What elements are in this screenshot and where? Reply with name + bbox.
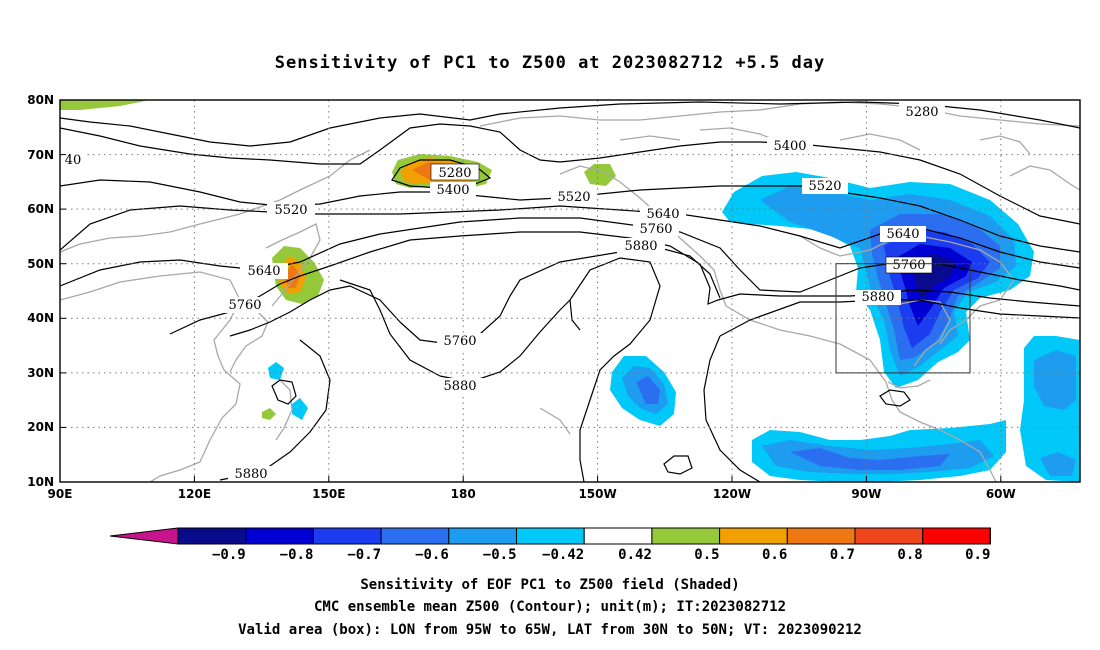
lon-label: 120W <box>713 487 751 501</box>
colorbar-label: 0.6 <box>762 547 787 563</box>
shade-blue2-east-atlantic <box>1040 452 1076 476</box>
lat-label: 20N <box>27 420 54 434</box>
lat-label: 30N <box>27 366 54 380</box>
colorbar-segment <box>651 527 721 545</box>
colorbar-segment <box>922 527 991 545</box>
lat-label: 50N <box>27 257 54 271</box>
map-area: 5280 5400 40 5280 5400 5520 5520 5520 56… <box>60 100 1080 482</box>
caption-line-3: Valid area (box): LON from 95W to 65W, L… <box>238 622 862 638</box>
contour-label-5880: 5880 <box>234 467 267 482</box>
colorbar-label: −0.7 <box>347 547 381 563</box>
colorbar-label: −0.8 <box>280 547 314 563</box>
contour-label-5760: 5760 <box>892 258 925 273</box>
colorbar-segment <box>786 527 856 545</box>
colorbar-segment <box>583 527 653 545</box>
colorbar-segment <box>448 527 517 545</box>
shade-blue-east-atlantic <box>1034 350 1076 410</box>
lat-label: 70N <box>27 148 54 162</box>
contour-label-5880: 5880 <box>861 290 894 305</box>
colorbar-segment <box>380 527 450 545</box>
lon-label: 90W <box>851 487 881 501</box>
colorbar-segment <box>719 527 788 545</box>
contour-label-5880: 5880 <box>443 379 476 394</box>
colorbar-label: −0.5 <box>483 547 517 563</box>
contour-label-5640: 5640 <box>247 264 280 279</box>
colorbar: −0.9 −0.8 −0.7 −0.6 −0.5 −0.42 0.42 0.5 0.6 0.7 0.… <box>109 527 991 563</box>
colorbar-label: −0.42 <box>542 547 584 563</box>
valid-area-box <box>835 263 971 374</box>
colorbar-label: 0.5 <box>694 547 719 563</box>
contour-label-5280: 5280 <box>905 105 938 120</box>
contour-label-5760: 5760 <box>443 334 476 349</box>
lon-label: 120E <box>178 487 211 501</box>
lat-label: 60N <box>27 202 54 216</box>
colorbar-segment <box>245 527 314 545</box>
lon-label: 150E <box>312 487 345 501</box>
caption-line-2: CMC ensemble mean Z500 (Contour); unit(m… <box>314 599 786 615</box>
shade-medblue-caribbean <box>790 448 950 470</box>
colorbar-label: −0.6 <box>415 547 449 563</box>
lat-label: 80N <box>27 93 54 107</box>
lon-label: 60W <box>986 487 1016 501</box>
map-title: Sensitivity of PC1 to Z500 at 2023082712… <box>275 53 826 73</box>
contour-label-5760: 5760 <box>639 222 672 237</box>
contour-label-5760: 5760 <box>228 298 261 313</box>
colorbar-segment <box>854 527 924 545</box>
colorbar-label: −0.9 <box>212 547 246 563</box>
contour-labels: 5280 5400 40 5280 5400 5520 5520 5520 56… <box>61 102 945 482</box>
longitude-labels: 90E 120E 150E 180 150W 120W 90W 60W <box>48 487 1016 501</box>
colorbar-segment <box>312 527 382 545</box>
colorbar-segment <box>177 527 247 545</box>
contour-label-5520: 5520 <box>274 203 307 218</box>
contour-label-40: 40 <box>65 153 82 168</box>
contour-label-5520: 5520 <box>557 190 590 205</box>
shade-green-small <box>584 164 616 186</box>
shade-darkblue-hawaii <box>636 376 660 404</box>
contour-label-5520: 5520 <box>808 179 841 194</box>
contour-label-5280: 5280 <box>438 166 471 181</box>
colorbar-label: 0.8 <box>897 547 922 563</box>
contour-label-5640: 5640 <box>886 227 919 242</box>
shade-green-small-2 <box>262 408 276 420</box>
lon-label: 180 <box>451 487 476 501</box>
shade-cyan-small-2 <box>292 398 308 420</box>
lat-label: 40N <box>27 311 54 325</box>
latitude-labels: 80N 70N 60N 50N 40N 30N 20N 10N <box>27 93 54 489</box>
lon-label: 150W <box>578 487 616 501</box>
contour-label-5400: 5400 <box>436 183 469 198</box>
lon-label: 90E <box>48 487 73 501</box>
shade-green-topleft <box>60 100 150 110</box>
colorbar-under-triangle <box>109 527 179 545</box>
shade-cyan-small-1 <box>268 362 284 380</box>
tick-marks <box>60 99 1002 482</box>
contour-label-5400: 5400 <box>773 139 806 154</box>
colorbar-label: 0.9 <box>965 547 990 563</box>
contour-label-5640: 5640 <box>646 207 679 222</box>
colorbar-label: 0.42 <box>618 547 652 563</box>
contour-label-5880: 5880 <box>624 239 657 254</box>
map-frame <box>59 99 1081 483</box>
colorbar-segment <box>516 527 585 545</box>
lat-label: 10N <box>27 475 54 489</box>
colorbar-label: 0.7 <box>830 547 855 563</box>
caption-line-1: Sensitivity of EOF PC1 to Z500 field (Sh… <box>360 577 739 593</box>
